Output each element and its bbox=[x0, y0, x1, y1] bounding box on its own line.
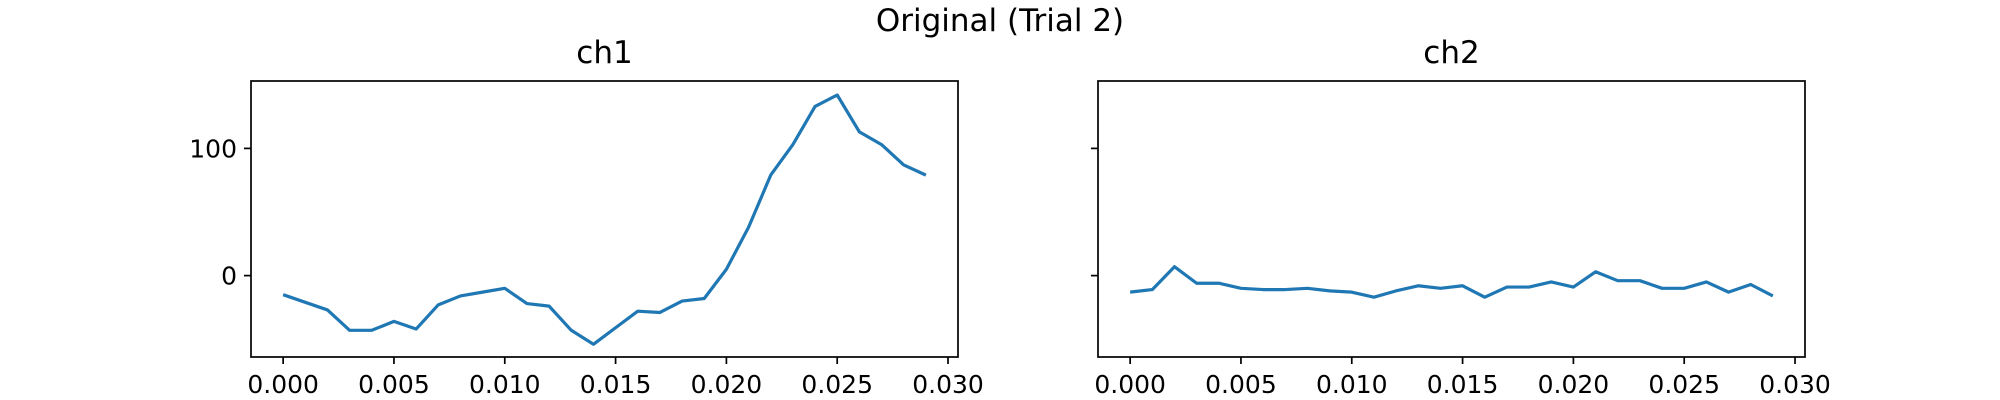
x-tick-label: 0.025 bbox=[1648, 370, 1720, 399]
x-tick-label: 0.025 bbox=[801, 370, 873, 399]
x-tick-label: 0.020 bbox=[691, 370, 763, 399]
x-tick-label: 0.010 bbox=[469, 370, 541, 399]
subplot-title: ch2 bbox=[1423, 35, 1479, 71]
axes-frame bbox=[1097, 80, 1806, 358]
subplot-title: ch1 bbox=[576, 35, 632, 71]
y-tick-label: 0 bbox=[221, 262, 237, 291]
figure-title: Original (Trial 2) bbox=[876, 3, 1124, 39]
series-line bbox=[1129, 265, 1774, 299]
x-tick-label: 0.030 bbox=[912, 370, 984, 399]
subplot-ch1: ch1 0.000 0.005 0.010 0.015 0.020 0.025 0.030 0 1… bbox=[189, 35, 984, 399]
x-tick-label: 0.020 bbox=[1538, 370, 1610, 399]
x-tick-label: 0.015 bbox=[1427, 370, 1499, 399]
x-tick-label: 0.030 bbox=[1759, 370, 1831, 399]
axes-frame bbox=[250, 80, 959, 358]
x-tick-label: 0.000 bbox=[247, 370, 319, 399]
x-tick-label: 0.005 bbox=[1205, 370, 1277, 399]
x-tick-label: 0.015 bbox=[580, 370, 652, 399]
x-tick-label: 0.000 bbox=[1094, 370, 1166, 399]
x-tick-label: 0.005 bbox=[358, 370, 430, 399]
y-tick-label: 100 bbox=[189, 134, 237, 163]
subplots: ch1 0.000 0.005 0.010 0.015 0.020 0.025 0.030 0 1… bbox=[189, 35, 1831, 399]
x-tick-label: 0.010 bbox=[1316, 370, 1388, 399]
subplot-ch2: ch2 0.000 0.005 0.010 0.015 0.020 0.025 0.030 bbox=[1091, 35, 1831, 399]
series-line bbox=[282, 93, 927, 346]
